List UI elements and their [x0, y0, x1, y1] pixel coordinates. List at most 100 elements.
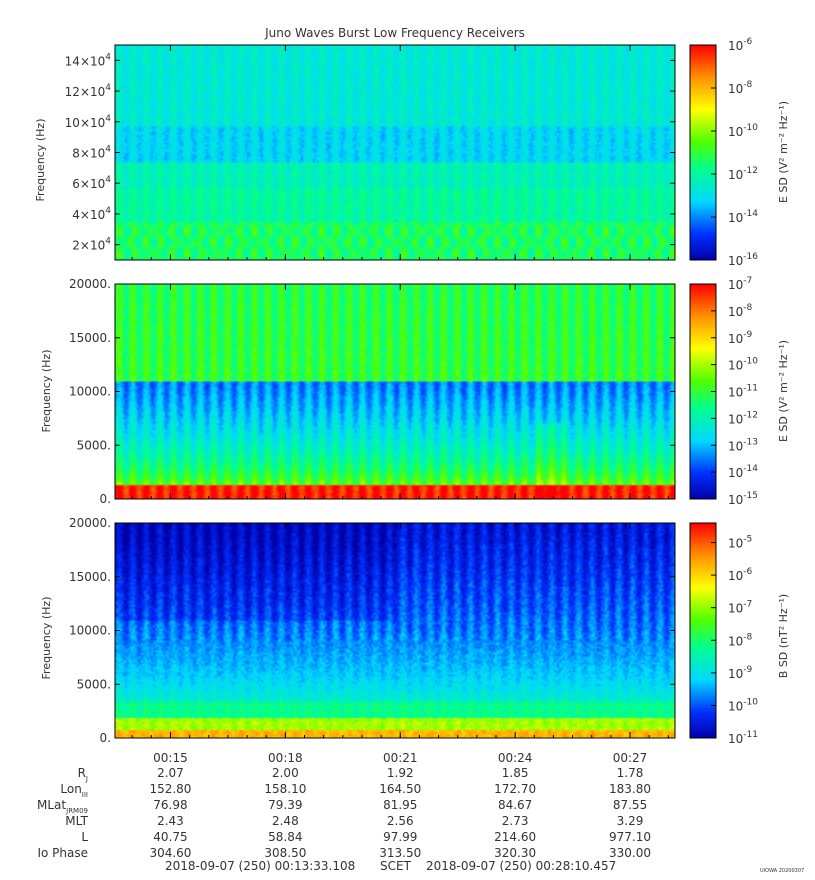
colorbar-tick-label: 10-8 — [728, 303, 753, 319]
colorbar-tick-label: 10-6 — [728, 37, 753, 53]
panel-3-y-axis: 0. 5000. 10000. 15000. 20000. — [69, 516, 675, 745]
ephemeris-value: 2.56 — [387, 814, 414, 828]
colorbar-tick-label: 10-8 — [728, 80, 753, 96]
panel-3-x-ticks — [131, 523, 669, 738]
ephemeris-value: 79.39 — [268, 798, 302, 812]
ephemeris-value: 164.50 — [379, 782, 421, 796]
colorbar-tick-label: 10-12 — [728, 410, 758, 426]
time-axis-labels: 00:15 00:18 00:21 00:24 00:27 — [153, 751, 647, 765]
colorbar-tick-label: 10-13 — [728, 437, 758, 453]
ephemeris-value: 87.55 — [613, 798, 647, 812]
colorbar-1 — [689, 44, 717, 261]
ephemeris-value: 158.10 — [264, 782, 306, 796]
colorbar-tick-label: 10-14 — [728, 464, 758, 480]
colorbar-tick-label: 10-11 — [728, 730, 758, 746]
panel-2-heatmap: 0. 5000. 10000. 15000. 20000. Frequency (Hz)… — [40, 276, 790, 507]
ephemeris-label: Io Phase — [37, 846, 88, 860]
ephemeris-value: 308.50 — [264, 846, 306, 860]
ephemeris-label: MLatJRM09 — [37, 798, 88, 815]
y-tick-label: 2×104 — [72, 237, 111, 253]
ephemeris-value: 330.00 — [609, 846, 651, 860]
colorbar-3 — [689, 522, 717, 739]
ephemeris-value: 313.50 — [379, 846, 421, 860]
panel-2-ylabel: Frequency (Hz) — [40, 350, 53, 433]
y-tick-label: 15000. — [69, 331, 111, 345]
colorbar-2-label: E SD (V² m⁻² Hz⁻¹) — [777, 340, 790, 442]
colorbar-1-label: E SD (V² m⁻² Hz⁻¹) — [777, 101, 790, 203]
x-tick-label: 00:24 — [498, 751, 533, 765]
panel-1-x-ticks — [131, 45, 669, 260]
colorbar-3-ticks: 10-5 10-6 10-7 10-8 10-9 10-10 10-11 — [711, 535, 758, 746]
ephemeris-value: 172.70 — [494, 782, 536, 796]
ephemeris-label: MLT — [65, 814, 88, 828]
ephemeris-label: LonIII — [60, 782, 88, 799]
colorbar-tick-label: 10-14 — [728, 209, 758, 225]
y-tick-label: 20000. — [69, 277, 111, 291]
spectrogram-1 — [115, 45, 675, 260]
y-tick-label: 4×104 — [72, 206, 111, 222]
colorbar-tick-label: 10-6 — [728, 567, 753, 583]
colorbar-tick-label: 10-10 — [728, 123, 758, 139]
y-tick-label: 5000. — [77, 677, 111, 691]
footer-scet: SCET — [380, 859, 412, 873]
x-tick-label: 00:27 — [613, 751, 648, 765]
y-tick-label: 5000. — [77, 438, 111, 452]
ephemeris-value: 183.80 — [609, 782, 651, 796]
ephemeris-value: 97.99 — [383, 830, 417, 844]
ephemeris-value: 1.92 — [387, 766, 414, 780]
colorbar-tick-label: 10-9 — [728, 665, 753, 681]
panel-2-x-ticks — [131, 284, 669, 499]
y-tick-label: 6×104 — [72, 175, 111, 191]
y-tick-label: 14×104 — [65, 52, 112, 68]
colorbar-1-ticks: 10-6 10-8 10-10 10-12 10-14 10-16 — [711, 37, 758, 268]
colorbar-tick-label: 10-15 — [728, 491, 758, 507]
ephemeris-value: 304.60 — [149, 846, 191, 860]
colorbar-3-label: B SD (nT² Hz⁻¹) — [777, 594, 790, 678]
ephemeris-value: 2.00 — [272, 766, 299, 780]
ephemeris-value: 2.43 — [157, 814, 184, 828]
panel-1-heatmap: 2×104 4×104 6×104 8×104 10×104 12×104 14×104 F… — [34, 37, 790, 268]
y-tick-label: 20000. — [69, 516, 111, 530]
panel-1-y-axis: 2×104 4×104 6×104 8×104 10×104 12×104 14×104 — [65, 52, 675, 253]
ephemeris-value: 58.84 — [268, 830, 302, 844]
y-tick-label: 10×104 — [65, 114, 112, 130]
ephemeris-value: 40.75 — [153, 830, 187, 844]
panel-3-ylabel: Frequency (Hz) — [40, 597, 53, 680]
y-tick-label: 0. — [100, 492, 111, 506]
ephemeris-value: 152.80 — [149, 782, 191, 796]
colorbar-tick-label: 10-7 — [728, 600, 752, 616]
colorbar-tick-label: 10-11 — [728, 384, 758, 400]
ephemeris-value: 2.73 — [502, 814, 529, 828]
x-tick-label: 00:15 — [153, 751, 188, 765]
x-tick-label: 00:21 — [383, 751, 418, 765]
footer-stamp: UIOWA 20200307 — [760, 868, 804, 874]
colorbar-tick-label: 10-5 — [728, 535, 752, 551]
footer-start: 2018-09-07 (250) 00:13:33.108 — [165, 859, 355, 873]
panel-3-heatmap: 0. 5000. 10000. 15000. 20000. Frequency (Hz)… — [40, 516, 790, 746]
ephemeris-value: 81.95 — [383, 798, 417, 812]
ephemeris-value: 320.30 — [494, 846, 536, 860]
ephemeris-table: RJ 2.07 2.00 1.92 1.85 1.78 LonIII 152.80 158.10… — [37, 766, 651, 860]
ephemeris-value: 1.78 — [617, 766, 644, 780]
y-tick-label: 10000. — [69, 385, 111, 399]
colorbar-tick-label: 10-10 — [728, 697, 758, 713]
ephemeris-value: 3.29 — [617, 814, 644, 828]
ephemeris-value: 214.60 — [494, 830, 536, 844]
x-tick-label: 00:18 — [268, 751, 303, 765]
ephemeris-value: 1.85 — [502, 766, 529, 780]
y-tick-label: 10000. — [69, 624, 111, 638]
colorbar-tick-label: 10-9 — [728, 330, 753, 346]
colorbar-tick-label: 10-7 — [728, 276, 752, 292]
colorbar-tick-label: 10-8 — [728, 632, 753, 648]
ephemeris-value: 2.07 — [157, 766, 184, 780]
ephemeris-value: 2.48 — [272, 814, 299, 828]
footer-end: 2018-09-07 (250) 00:28:10.457 — [426, 859, 616, 873]
colorbar-tick-label: 10-12 — [728, 166, 758, 182]
colorbar-2-ticks: 10-7 10-8 10-9 10-10 10-11 10-12 10-13 10-14 10-… — [711, 276, 758, 507]
y-tick-label: 0. — [100, 731, 111, 745]
y-tick-label: 15000. — [69, 570, 111, 584]
colorbar-tick-label: 10-16 — [728, 252, 758, 268]
spectrogram-3 — [115, 523, 675, 738]
ephemeris-value: 977.10 — [609, 830, 651, 844]
